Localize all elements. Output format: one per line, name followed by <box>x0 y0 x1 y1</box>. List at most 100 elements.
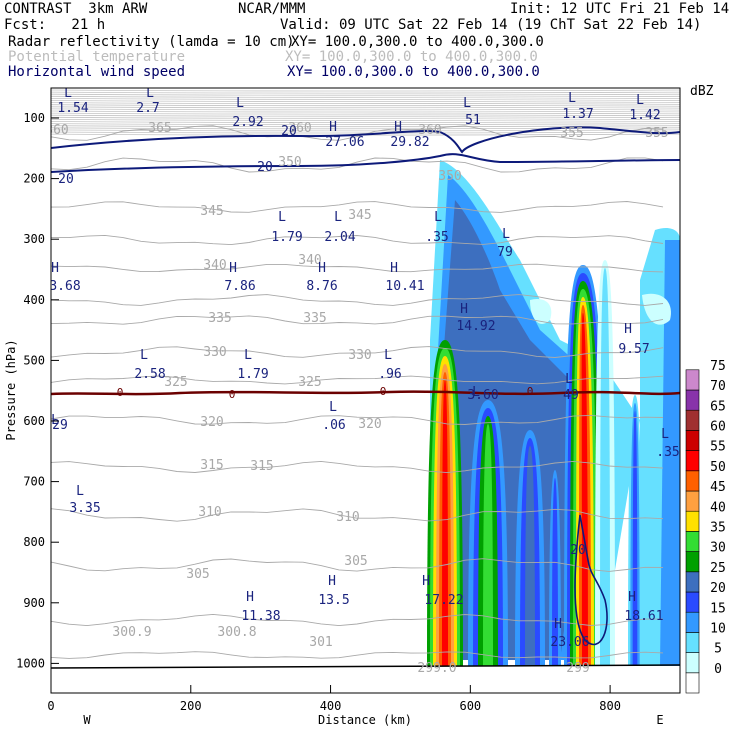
extremum-value: 79 <box>497 245 513 260</box>
colorbar-swatch <box>685 510 700 532</box>
reflectivity-east-edge <box>660 240 680 666</box>
y-tick-label: 100 <box>23 111 45 125</box>
theta-contour <box>51 460 664 474</box>
field-name-wind: Horizontal wind speed <box>8 64 186 80</box>
wind-contour-label: 20 <box>257 160 273 175</box>
reflectivity-core <box>632 411 638 666</box>
theta-contour-label: 335 <box>303 311 326 326</box>
theta-contour <box>51 558 664 572</box>
theta-contour <box>51 125 664 141</box>
theta-contour-label: 320 <box>358 417 381 432</box>
extremum-value: 3.35 <box>69 501 100 516</box>
extremum-value: .06 <box>322 418 345 433</box>
extremum-value: 11.38 <box>241 609 280 624</box>
extremum-marker: L <box>463 96 471 111</box>
extremum-value: 2.7 <box>136 101 159 116</box>
colorbar-tick-label: 55 <box>710 440 726 455</box>
x-end-label-east: E <box>656 713 663 727</box>
extremum-marker: L <box>140 348 148 363</box>
extremum-marker: L <box>434 210 442 225</box>
colorbar-swatch <box>685 389 700 411</box>
reflectivity-core <box>442 380 448 666</box>
reflectivity-core <box>483 424 493 666</box>
theta-contour-label: 305 <box>186 567 209 582</box>
colorbar-tick-label: 25 <box>710 561 726 576</box>
x-tick-label: 200 <box>180 699 202 713</box>
extremum-marker: L <box>76 484 84 499</box>
theta-contour-label: 310 <box>336 510 359 525</box>
theta-contour <box>51 414 664 425</box>
theta-contour <box>51 375 664 385</box>
theta-isentrope <box>51 131 680 134</box>
colorbar-swatch <box>685 430 700 451</box>
extremum-marker: H <box>51 261 59 276</box>
theta-contour-label: 355 <box>560 126 583 141</box>
extremum-value: 27.06 <box>325 135 364 150</box>
theta-contour <box>51 613 663 627</box>
theta-contour-label: 310 <box>198 505 221 520</box>
theta-contour <box>51 651 664 659</box>
org-label: NCAR/MMM <box>238 1 306 17</box>
theta-contour-label: 300.8 <box>217 625 256 640</box>
theta-contour-label: 350 <box>438 169 461 184</box>
extremum-marker: L <box>278 210 286 225</box>
x-tick-label: 600 <box>459 699 481 713</box>
theta-contour-label: 315 <box>250 459 273 474</box>
colorbar-swatch <box>685 409 700 431</box>
y-tick-label: 700 <box>23 475 45 489</box>
extremum-marker: H <box>229 261 237 276</box>
y-tick-label: 200 <box>23 172 45 186</box>
wind-contour-label: 20 <box>58 172 74 187</box>
theta-isentrope <box>51 89 680 92</box>
colorbar-tick-label: 40 <box>710 500 726 515</box>
extremum-marker: L <box>502 227 510 242</box>
model-title: CONTRAST 3km ARW <box>4 1 148 17</box>
theta-contour-label: 299 <box>566 661 589 676</box>
extremum-value: 8.76 <box>306 279 337 294</box>
extremum-marker: L <box>64 86 72 101</box>
extremum-marker: H <box>624 322 632 337</box>
colorbar-swatch <box>685 470 700 492</box>
theta-contour-label: 335 <box>208 311 231 326</box>
theta-isentrope <box>51 112 680 115</box>
colorbar-tick-label: 5 <box>714 642 722 657</box>
y-tick-label: 400 <box>23 293 45 307</box>
extremum-value: 1.42 <box>629 108 660 123</box>
reflectivity-patch <box>530 298 552 324</box>
colorbar: 0 5 10 15 20 25 30 35 40 45 50 55 60 65 70 75 <box>685 359 726 694</box>
reflectivity-core <box>552 478 558 666</box>
extremum-marker: H <box>394 120 402 135</box>
theta-contour <box>51 234 664 246</box>
extremum-value: 29 <box>52 418 68 433</box>
extremum-marker: H <box>328 574 336 589</box>
theta-contour-label: 300.9 <box>112 625 151 640</box>
extremum-marker: H <box>318 261 326 276</box>
colorbar-swatch <box>685 490 700 512</box>
reflectivity-core <box>600 268 610 666</box>
colorbar-swatch <box>685 652 700 674</box>
theta-contour-label: 325 <box>298 375 321 390</box>
field-xy-reflectivity: XY= 100.0,300.0 to 400.0,300.0 <box>291 34 544 50</box>
wind-contour-0 <box>51 390 680 396</box>
extremum-value: 14.92 <box>456 319 495 334</box>
extremum-value: 10.41 <box>385 279 424 294</box>
y-tick-label: 300 <box>23 232 45 246</box>
field-name-theta: Potential temperature <box>8 49 186 65</box>
extremum-value: .35 <box>656 445 679 460</box>
extremum-value: 1.79 <box>237 367 268 382</box>
x-tick-label: 0 <box>47 699 54 713</box>
wind-contours <box>51 126 680 669</box>
theta-contour-label: 340 <box>203 258 226 273</box>
wind-contour-20 <box>574 514 608 646</box>
extremum-marker: L <box>384 348 392 363</box>
theta-contour-label: 305 <box>344 554 367 569</box>
extremum-marker: L <box>565 372 573 387</box>
reflectivity-core <box>581 313 588 666</box>
wind-contour-20 <box>51 126 680 154</box>
extremum-marker: H <box>329 120 337 135</box>
theta-contour <box>51 508 664 522</box>
extremum-marker: H <box>390 261 398 276</box>
extremum-marker: L <box>568 91 576 106</box>
extremum-value: 9.57 <box>618 342 649 357</box>
